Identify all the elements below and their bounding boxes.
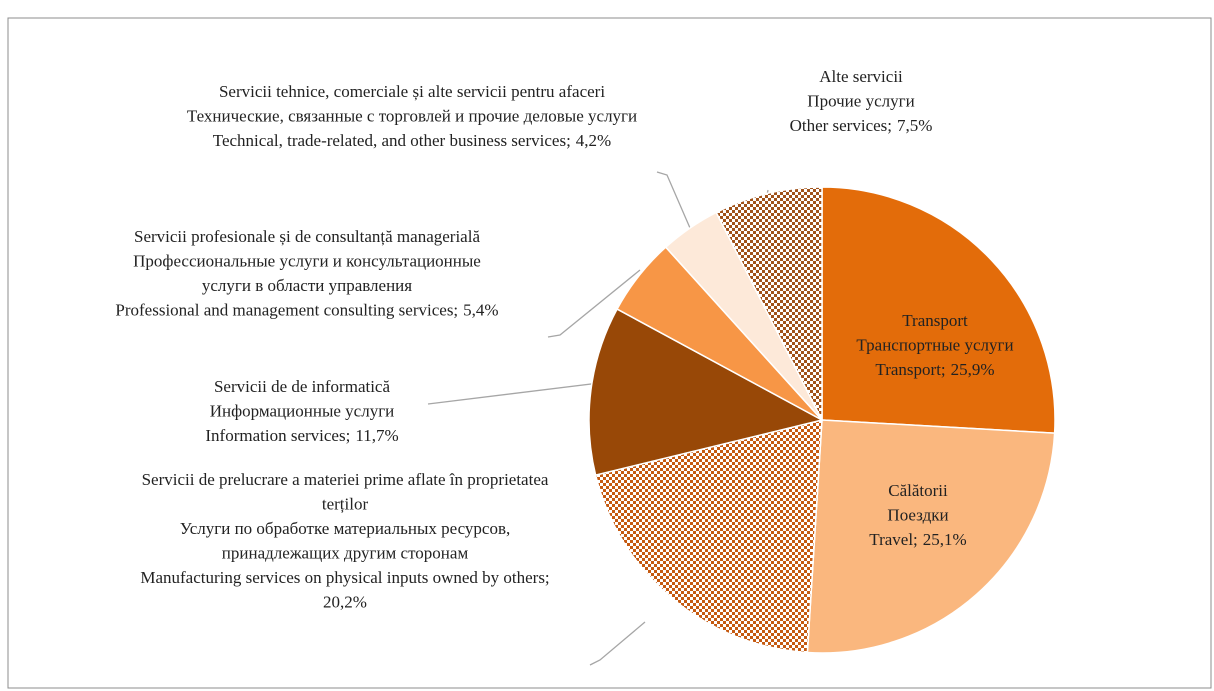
data-label-last-line: Transport; 25,9% (875, 360, 994, 379)
leader-line (589, 621, 646, 666)
label-line: Travel; (869, 530, 918, 549)
label-line: Транспортные услуги (856, 336, 1013, 355)
label-line: terților (322, 495, 369, 514)
value-label: 25,9% (951, 360, 995, 379)
data-label: Transport Транспортные услуги (856, 311, 1013, 355)
value-label: 7,5% (897, 116, 932, 135)
label-line: Прочие услуги (807, 92, 914, 111)
label-line: Servicii profesionale și de consultanță … (134, 227, 480, 246)
label-line: Information services; (205, 426, 350, 445)
label-line: Информационные услуги (210, 402, 395, 421)
data-label: Servicii tehnice, comerciale și alte ser… (187, 82, 637, 126)
value-label: 5,4% (463, 301, 498, 320)
data-label-last-line: Information services; 11,7% (205, 426, 398, 445)
leader-line (656, 171, 691, 229)
data-label-last-line: Professional and management consulting s… (115, 301, 498, 320)
data-label: Servicii de de informatică Информационные… (210, 377, 395, 421)
leader-line (547, 269, 641, 338)
label-line: Technical, trade-related, and other busi… (213, 131, 571, 150)
value-label: 20,2% (323, 593, 367, 612)
pie-slice (715, 186, 823, 421)
pie-slice (588, 308, 825, 477)
label-line: Servicii de de informatică (214, 377, 391, 396)
label-line: Поездки (887, 506, 948, 525)
label-line: Профессиональные услуги и консультационн… (133, 252, 481, 271)
label-line: Călătorii (888, 481, 948, 500)
value-label: 25,1% (923, 530, 967, 549)
label-line: Alte servicii (819, 67, 903, 86)
label-line: Услуги по обработке материальных ресурсо… (180, 519, 511, 538)
label-line: Transport (902, 311, 968, 330)
label-line: принадлежащих другим сторонам (222, 544, 469, 563)
data-label: Servicii de prelucrare a materiei prime … (140, 470, 549, 612)
pie-slice (821, 186, 1056, 434)
label-line: Transport; (875, 360, 945, 379)
value-label: 11,7% (355, 426, 398, 445)
data-label: Alte servicii Прочие услуги (807, 67, 914, 111)
label-line: Professional and management consulting s… (115, 301, 458, 320)
data-label: Servicii profesionale și de consultanță … (133, 227, 481, 295)
label-line: Manufacturing services on physical input… (140, 568, 549, 587)
value-label: 4,2% (576, 131, 611, 150)
data-label-last-line: Other services; 7,5% (790, 116, 933, 135)
pie-slice (806, 419, 1056, 654)
label-line: услуги в области управления (202, 276, 412, 295)
label-line: Servicii de prelucrare a materiei prime … (142, 470, 549, 489)
label-line: Технические, связанные с торговлей и про… (187, 107, 637, 126)
data-label-last-line: Technical, trade-related, and other busi… (213, 131, 611, 150)
data-label: Călătorii Поездки (887, 481, 948, 525)
label-line: Other services; (790, 116, 892, 135)
pie-slice (594, 419, 823, 654)
label-line: Servicii tehnice, comerciale și alte ser… (219, 82, 605, 101)
pie (588, 186, 1056, 654)
data-label-last-line: Travel; 25,1% (869, 530, 966, 549)
